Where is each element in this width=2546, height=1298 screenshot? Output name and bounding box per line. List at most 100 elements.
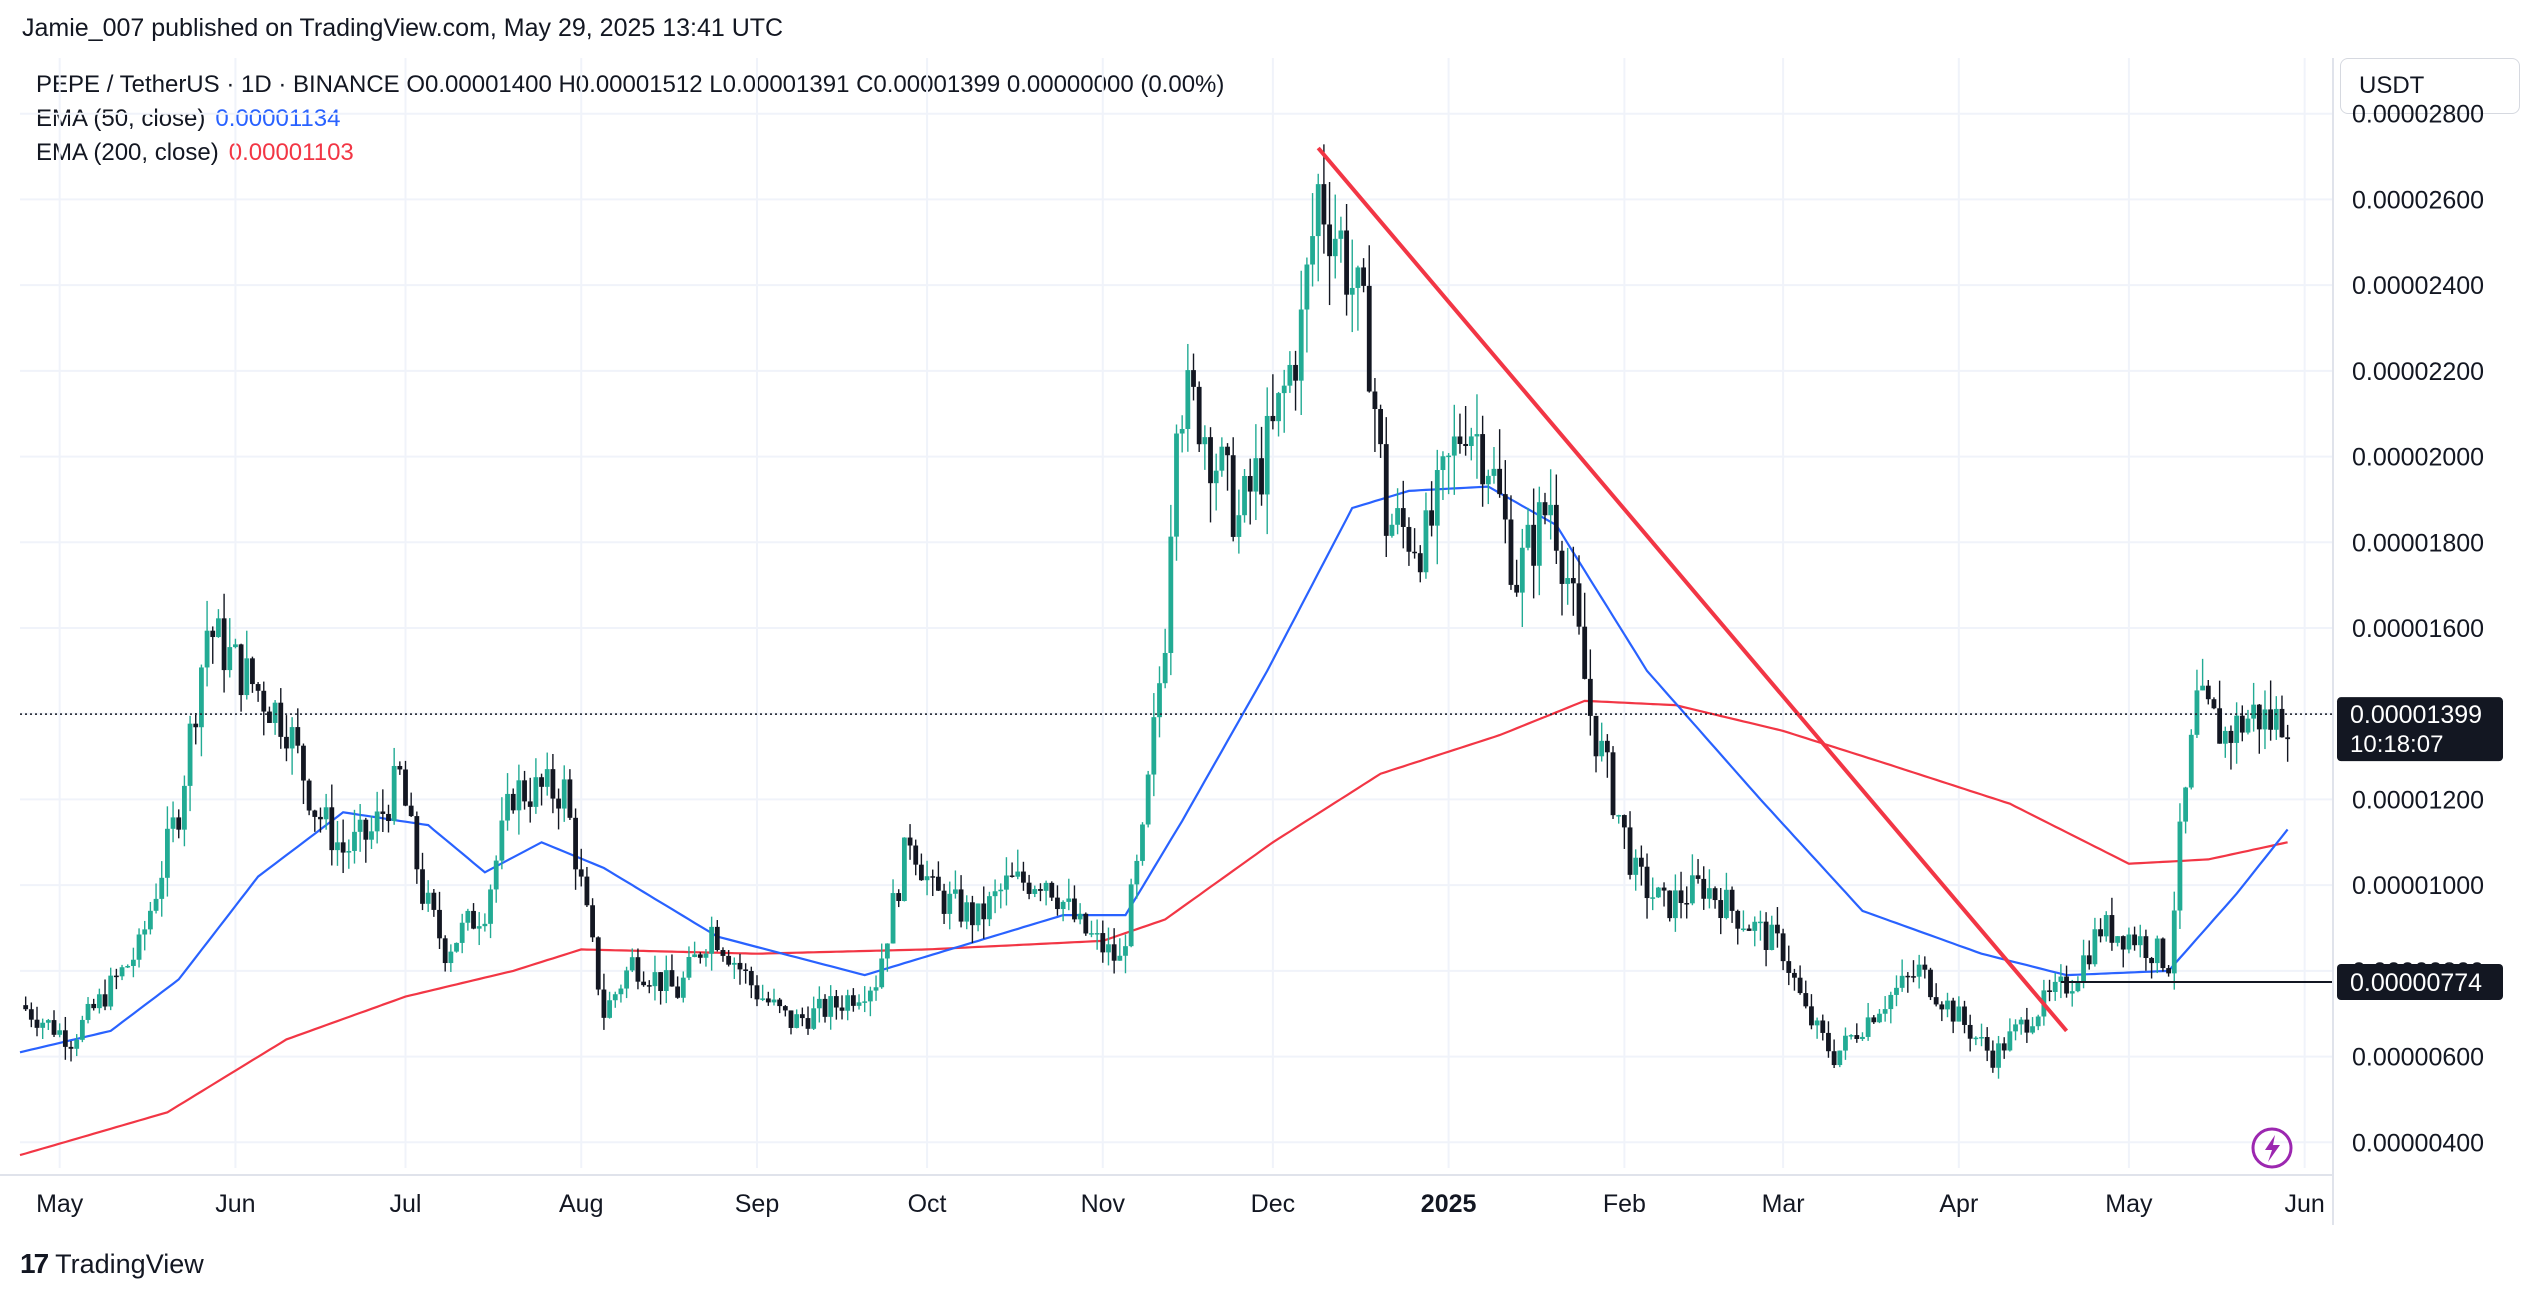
candle-up (2177, 821, 2183, 911)
candle-down (221, 618, 227, 671)
candle-up (516, 780, 522, 811)
candle-up (1848, 1035, 1854, 1037)
candle-down (1576, 583, 1582, 627)
candle-up (369, 831, 374, 840)
last-price-label: 0.00001399 (2350, 701, 2482, 729)
candle-up (1996, 1043, 2001, 1068)
candle-up (1315, 184, 1321, 237)
candle-down (1542, 502, 1548, 516)
candle-up (703, 953, 709, 958)
price-tick-label: 0.00001800 (2352, 529, 2484, 557)
candle-down (2086, 955, 2092, 965)
candle-down (958, 889, 964, 922)
candle-up (1956, 1006, 1962, 1022)
candle-up (2081, 955, 2086, 982)
candle-up (1174, 433, 1179, 537)
candle-up (391, 765, 397, 821)
chart-legend: PEPE / TetherUS · 1D · BINANCE O0.000014… (36, 68, 1224, 170)
candle-down (2239, 715, 2245, 733)
candle-up (2137, 936, 2143, 946)
candle-down (176, 817, 182, 830)
time-tick-label: Jun (2284, 1190, 2324, 1218)
candle-up (2075, 981, 2081, 992)
candle-down (1196, 386, 1202, 445)
candle-down (1225, 446, 1230, 456)
candle-up (1860, 1036, 1865, 1039)
candle-down (584, 876, 590, 906)
candle-up (1599, 740, 1605, 757)
candle-up (45, 1020, 51, 1023)
candle-down (765, 998, 771, 1003)
currency-selector[interactable]: USDT (2340, 58, 2520, 114)
candle-down (1497, 468, 1503, 495)
candle-up (153, 898, 159, 911)
candle-down (726, 955, 732, 965)
candle-down (340, 842, 346, 853)
candle-down (799, 1014, 805, 1019)
candle-up (987, 896, 992, 920)
candle-down (261, 690, 267, 712)
candle-down (510, 793, 516, 811)
candle-up (1185, 370, 1191, 429)
candle-down (1746, 928, 1752, 931)
candle-up (2194, 690, 2200, 735)
candle-up (1349, 287, 1355, 295)
candle-up (1287, 364, 1293, 386)
candle-down (1270, 415, 1276, 422)
level-price-label: 0.00000774 (2350, 969, 2482, 997)
candle-down (1610, 752, 1616, 816)
candle-down (306, 780, 312, 811)
candle-up (2052, 981, 2058, 992)
candle-down (2211, 699, 2217, 709)
candle-up (561, 779, 567, 809)
candle-up (1304, 264, 1310, 310)
candle-up (1117, 955, 1123, 961)
lightning-icon[interactable] (2251, 1127, 2293, 1169)
candle-up (2103, 915, 2109, 937)
last-price-tag (2337, 697, 2503, 762)
candle-up (1134, 860, 1140, 885)
candle-up (1485, 475, 1491, 485)
candle-down (2024, 1019, 2030, 1033)
candle-down (550, 769, 556, 799)
candle-up (119, 967, 125, 977)
candle-down (1984, 1037, 1990, 1051)
price-tick-label: 0.00002600 (2352, 186, 2484, 214)
candle-up (488, 889, 493, 924)
candle-down (1933, 997, 1939, 1005)
candle-up (998, 889, 1004, 892)
candle-down (1831, 1051, 1837, 1066)
candle-up (289, 727, 295, 749)
countdown-label: 10:18:07 (2350, 731, 2443, 758)
candle-down (2149, 958, 2154, 964)
candle-down (833, 996, 839, 1008)
ema200-line (19, 699, 2288, 1157)
candle-down (51, 1020, 57, 1035)
candle-down (278, 702, 284, 737)
candle-up (1264, 415, 1270, 495)
candle-up (686, 957, 692, 978)
candle-up (182, 785, 187, 830)
candle-up (709, 926, 715, 954)
candle-up (2092, 929, 2098, 965)
candle-down (1372, 391, 1378, 410)
candle-down (1667, 890, 1673, 919)
candle-down (1678, 890, 1684, 904)
candle-up (454, 942, 459, 952)
candle-up (147, 910, 153, 930)
candle-down (2098, 929, 2103, 937)
candle-down (2160, 938, 2166, 969)
candle-down (1854, 1035, 1860, 1039)
candle-up (1253, 458, 1259, 492)
candle-up (85, 1003, 91, 1020)
tradingview-logo[interactable]: 17 TradingView (20, 1248, 204, 1280)
candle-up (136, 934, 142, 960)
time-tick-label: Feb (1603, 1190, 1646, 1218)
candle-up (1332, 238, 1338, 257)
candle-down (1417, 553, 1423, 573)
candle-up (2058, 976, 2064, 982)
candle-up (1894, 987, 1899, 995)
lightning-icon-bolt (2265, 1135, 2280, 1162)
candle-down (1593, 715, 1599, 757)
